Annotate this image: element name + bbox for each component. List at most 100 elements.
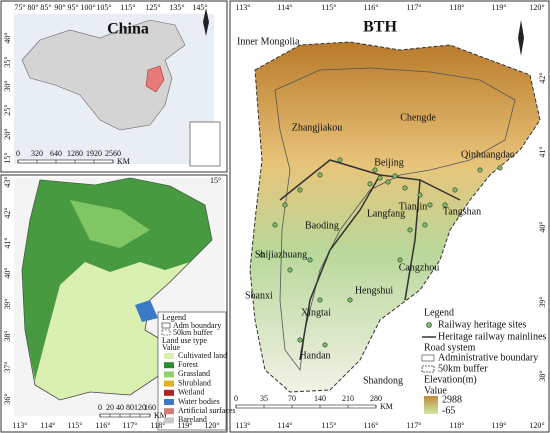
lon-label: 90° [54,3,65,12]
scale-label: 320 [31,149,43,158]
lon-label: 113° [13,421,28,430]
heritage-site [307,257,313,263]
lon-label: 114° [41,421,56,430]
lat-label: 40° [3,32,12,43]
railway-mainlines [279,159,461,361]
place-label: Inner Mongolia [237,36,300,47]
south-sea-inset [189,121,221,167]
lon-label: 117° [407,3,422,12]
legend-label: Administrative boundary [438,352,538,363]
heritage-site [317,297,323,303]
scale-label: 35 [260,394,268,403]
scale-bar [235,404,377,409]
china-shape [21,19,186,131]
lat-label: 40° [3,267,12,278]
heritage-site [372,167,378,173]
scale-unit: KM [380,402,393,411]
place-label: Langfang [367,208,405,219]
lat-label: 41° [3,237,12,248]
heritage-site [397,257,403,263]
place-label: Tangshan [443,206,481,217]
heritage-site [422,222,428,228]
lon-label: 114° [278,3,293,12]
legend-swatch [421,365,435,373]
scale-label: 1920 [86,149,102,158]
legend-swatch [164,408,174,415]
heritage-site [427,202,433,208]
heritage-site [477,167,483,173]
heritage-site [317,172,323,178]
place-label: Beijing [374,157,403,168]
lat-label: 35° [3,56,12,67]
heritage-site [259,252,265,258]
place-label: Baoding [305,220,339,231]
map-title: China [107,21,149,38]
lon-label: 80° [27,3,38,12]
north-arrow [518,20,524,56]
scale-label: 70 [288,394,296,403]
lat-label: 39° [3,298,12,309]
heritage-site [452,187,458,193]
legend-title: Land use type [162,336,207,345]
scale-label: 80 [126,403,134,412]
legend-label: Heritage railway mainlines [438,331,546,342]
legend-label: 2988 [442,394,462,405]
place-label: Handan [299,350,330,361]
scale-label: 140 [314,394,326,403]
legend-label: 50km buffer [173,328,213,337]
scale-bar [99,413,151,418]
bth-highlight [145,65,165,93]
legend-title: Value [424,385,447,396]
lon-label: 100° [80,3,95,12]
place-label: Xingtai [301,307,331,318]
lat-label: 38° [538,370,547,381]
heritage-sites [259,157,503,348]
lon-label: 75° [14,3,25,12]
forest-zone [22,178,212,380]
scale-label: 40 [116,403,124,412]
north-arrow [203,8,209,36]
scale-unit: KM [154,411,167,420]
legend-swatch [164,362,174,369]
scale-label: 120 [134,403,146,412]
scale-label: 0 [234,394,238,403]
lon-label: 145° [192,3,207,12]
legend-title: Legend [424,307,454,318]
legend-swatch [164,380,174,387]
heritage-site [442,202,448,208]
lat-label: 30° [3,80,12,91]
scale-label: 0 [98,403,102,412]
heritage-site [377,175,383,181]
place-label: Qinhuangdao [461,149,515,160]
legend-swatch [164,417,174,424]
scale-label: 640 [50,149,62,158]
scale-label: 210 [342,394,354,403]
lon-label: 85° [40,3,51,12]
heritage-site [287,267,293,273]
lon-label: 115° [121,3,136,12]
lon-label: 114° [278,421,293,430]
legend-label: Forest [178,360,199,369]
lon-label: 135° [169,3,184,12]
lat-label: 41° [538,146,547,157]
heritage-site [297,187,303,193]
legend-label: -65 [442,405,455,416]
lon-label: 115° [68,421,83,430]
lon-label: 120° [529,421,544,430]
heritage-site [417,192,423,198]
legend-title: Elevation(m) [424,374,477,385]
heritage-site [367,181,373,187]
heritage-site [322,342,328,348]
lat-label: 25° [3,104,12,115]
place-label: Hengshui [355,285,394,296]
lon-label: 118° [151,421,166,430]
heritage-site [385,179,391,185]
lon-label: 113° [236,421,251,430]
heritage-site [297,337,303,343]
place-label: Tianjin [399,201,428,212]
legend-label: 50km buffer [438,363,488,374]
lon-label: 115° [322,421,337,430]
legend-label: Railway heritage sites [438,319,526,330]
scale-label: 2560 [105,149,121,158]
place-label: Chengde [400,112,436,123]
